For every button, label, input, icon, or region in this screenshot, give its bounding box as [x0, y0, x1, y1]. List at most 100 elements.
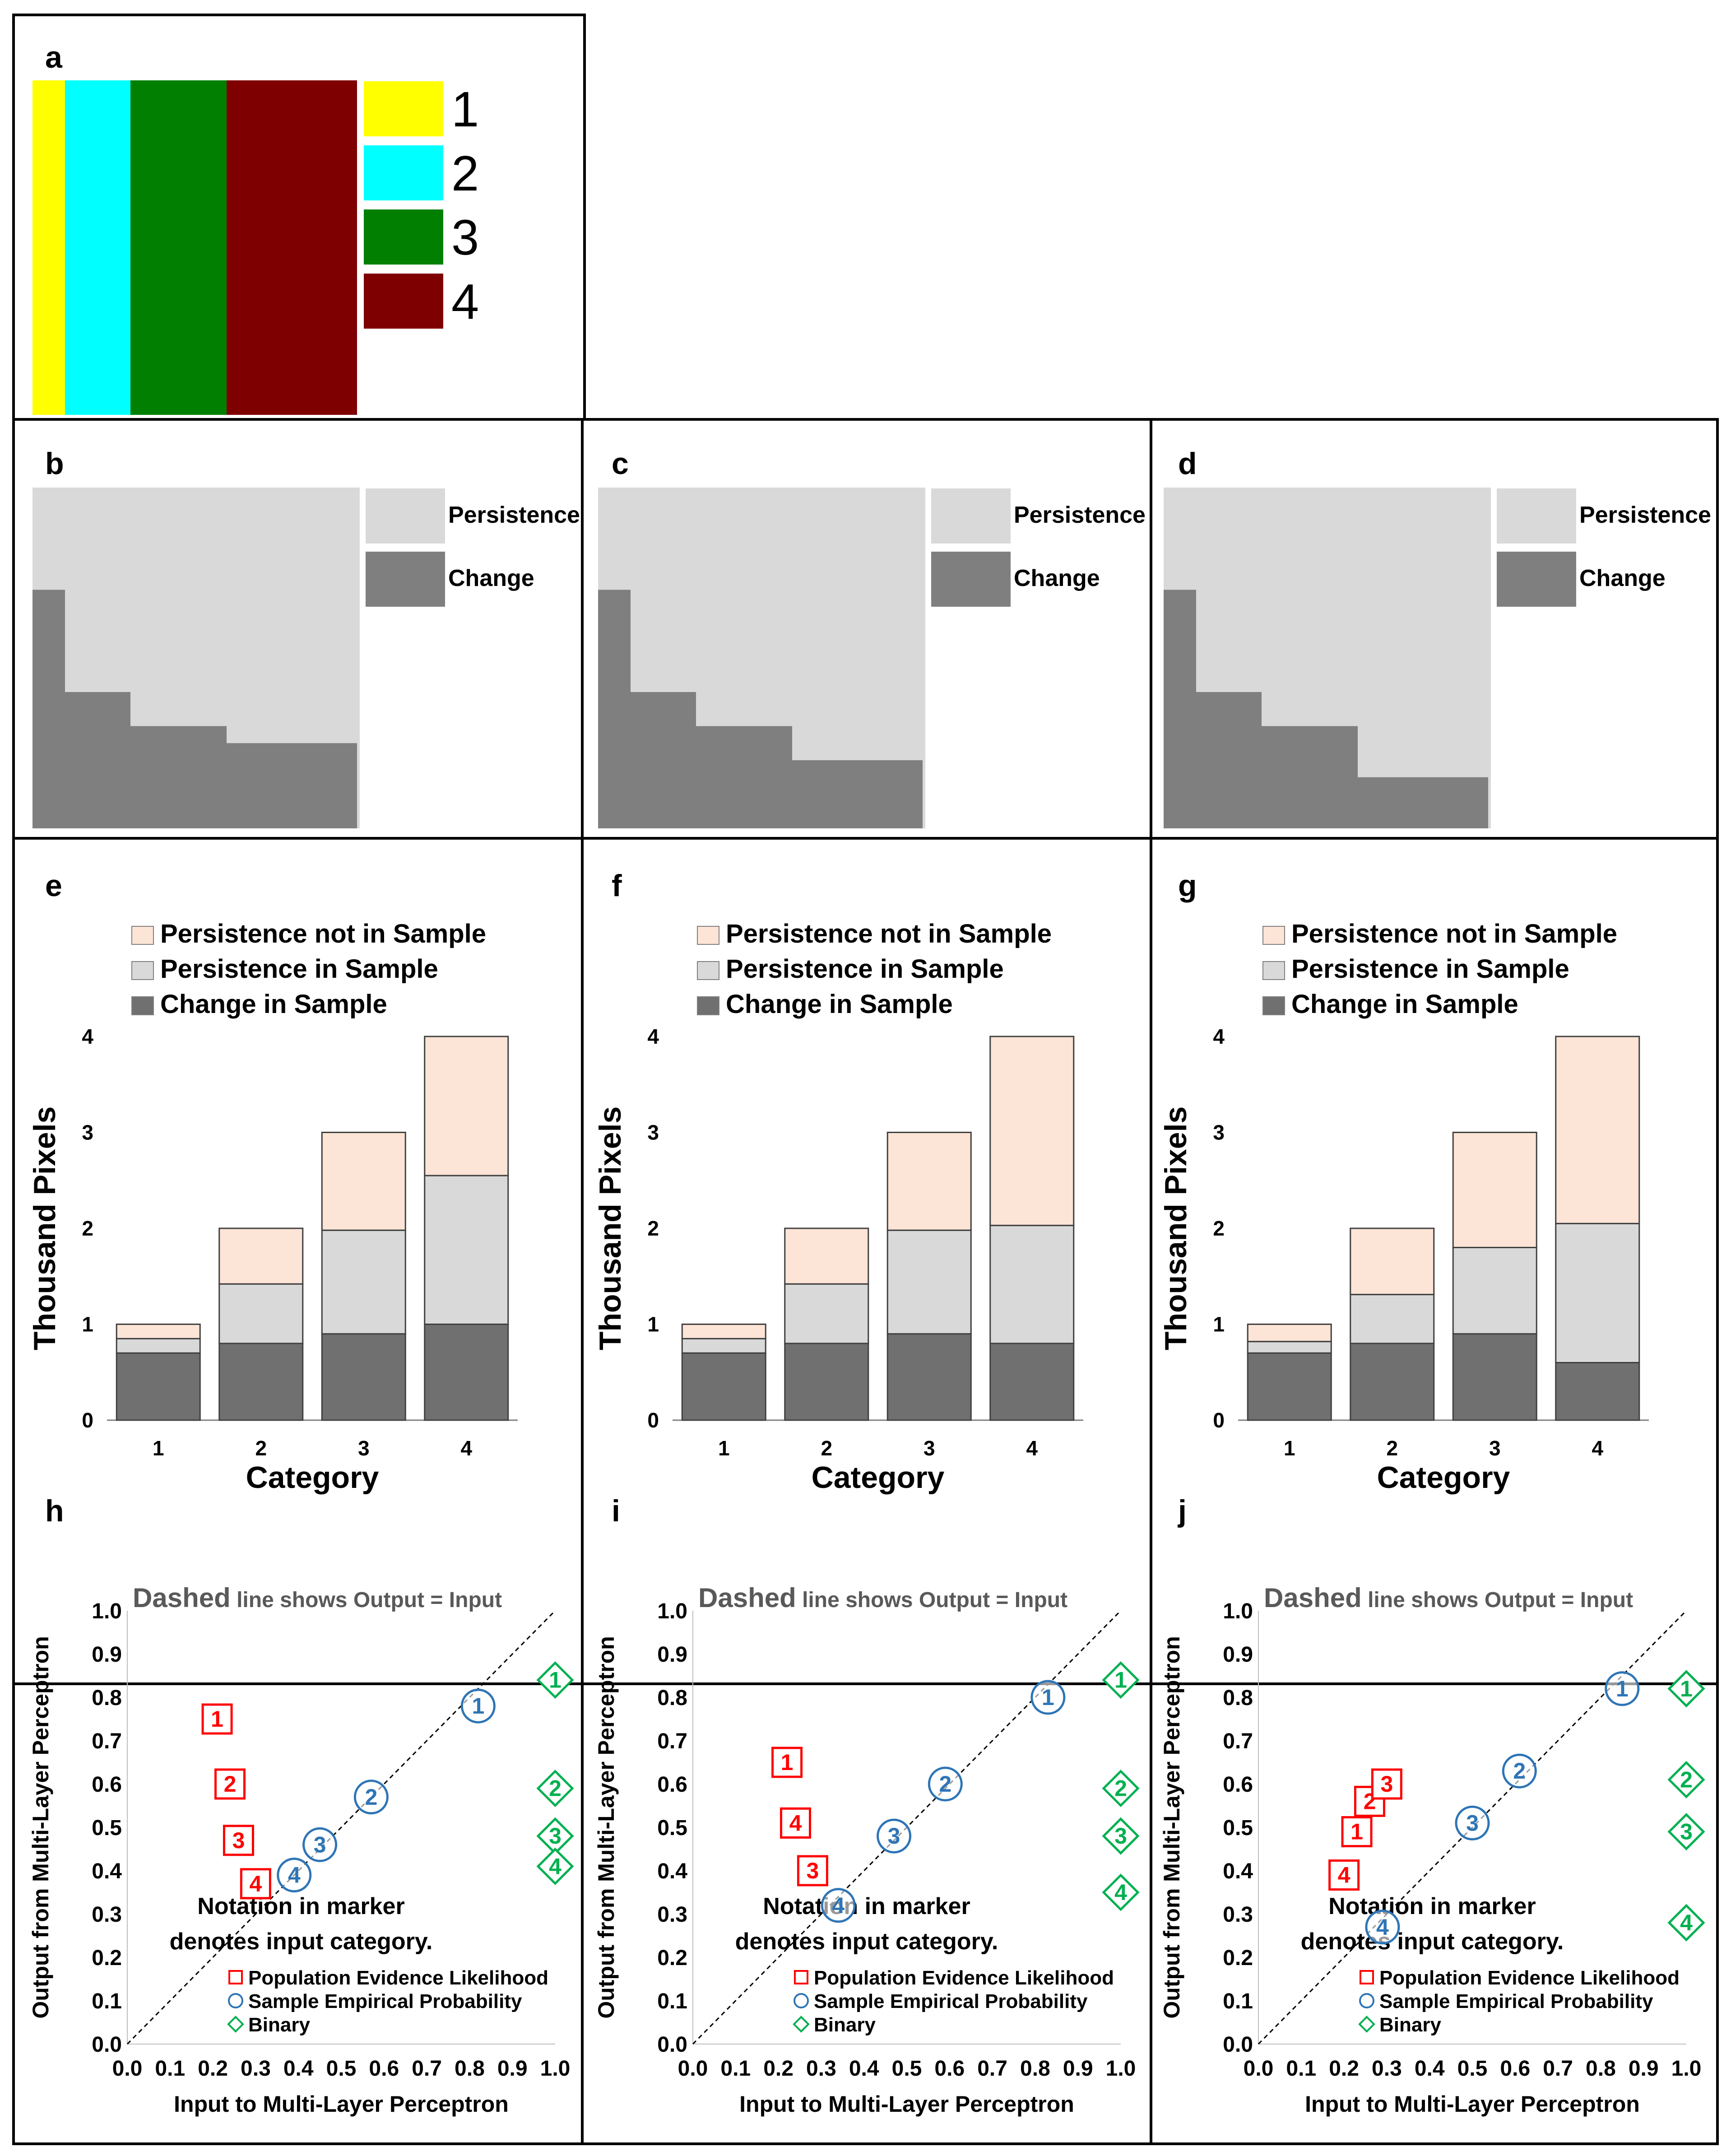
bar-segment-cat4-persistence-not-in-sample [424, 1036, 509, 1176]
map-change-category-1 [598, 590, 631, 828]
annotation-part-2: Output = Input [919, 1588, 1067, 1612]
bar-y-tick-label: 0 [1213, 1408, 1225, 1432]
bar-y-tick-label: 3 [82, 1121, 93, 1144]
sep-point-2 [928, 1766, 963, 1802]
scatter-x-tick-label: 0.9 [1629, 2057, 1659, 2081]
point-label: 3 [888, 1823, 900, 1849]
binary-point-4 [536, 1847, 574, 1885]
bar-legend-label: Persistence in Sample [1291, 954, 1569, 984]
bar-legend-label: Persistence not in Sample [160, 919, 486, 948]
scatter-x-tick-label: 0.2 [1329, 2057, 1359, 2081]
legend-persistence-label: Persistence [1579, 502, 1711, 528]
legend-pel-marker [1360, 1970, 1374, 1984]
dashed-line-annotation: Dashed line shows Output = Input [698, 1583, 1067, 1613]
annotation-part-1: line shows [796, 1588, 919, 1612]
scatter-x-tick-label: 0.8 [1586, 2057, 1616, 2081]
scatter-x-tick-label: 0.2 [198, 2057, 228, 2081]
bar-x-tick-label: 2 [821, 1436, 832, 1460]
marker-notation-note: Notation in marker [763, 1893, 970, 1919]
scatter-x-tick-label: 0.2 [763, 2057, 794, 2081]
dashed-line-annotation: Dashed line shows Output = Input [133, 1583, 502, 1613]
bar-segment-cat4-change-in-sample [1555, 1362, 1640, 1421]
pel-point-2 [214, 1768, 246, 1800]
scatter-y-tick-label: 0.5 [92, 1816, 122, 1840]
bar-legend-swatch [697, 961, 719, 980]
pel-point-4 [780, 1807, 812, 1839]
scatter-x-tick-label: 1.0 [1671, 2057, 1702, 2081]
scatter-y-tick-label: 0.0 [1223, 2033, 1253, 2057]
pel-point-3 [797, 1855, 828, 1886]
binary-point-2 [536, 1770, 574, 1808]
scatter-y-tick-label: 0.7 [1223, 1729, 1253, 1753]
scatter-legend-label: Population Evidence Likelihood [248, 1967, 548, 1989]
scatter-y-tick-label: 0.0 [657, 2033, 687, 2057]
bar-legend-swatch [697, 926, 719, 945]
point-label: 4 [1376, 1914, 1389, 1940]
bar-y-tick-label: 4 [1213, 1025, 1225, 1048]
panel-letter-c: c [612, 446, 629, 481]
annotation-part-0: Dashed [133, 1583, 231, 1613]
category-3-swatch [364, 209, 443, 265]
bar-y-tick-label: 2 [1213, 1217, 1225, 1240]
bar-segment-cat1-change-in-sample [116, 1352, 201, 1421]
scatter-x-tick-label: 0.9 [497, 2057, 528, 2081]
bar-legend-swatch [131, 996, 154, 1015]
map-change-category-3 [696, 726, 792, 828]
scatter-y-tick-label: 0.3 [1223, 1903, 1253, 1927]
bar-segment-cat4-persistence-in-sample [1555, 1222, 1640, 1363]
map-change-category-2 [631, 692, 696, 828]
binary-point-1 [1667, 1670, 1705, 1708]
panel-letter-d: d [1178, 446, 1197, 481]
scatter-x-tick-label: 0.1 [720, 2057, 751, 2081]
point-label: 3 [549, 1823, 562, 1849]
marker-notation-note: Notation in marker [1328, 1893, 1536, 1919]
binary-point-1 [1102, 1661, 1140, 1699]
scatter-y-tick-label: 0.8 [657, 1686, 687, 1710]
scatter-y-tick-label: 0.9 [657, 1643, 687, 1667]
bar-segment-cat4-persistence-not-in-sample [1555, 1036, 1640, 1224]
annotation-part-0: Dashed [698, 1583, 796, 1613]
scatter-y-tick-label: 0.4 [1223, 1859, 1253, 1883]
category-2-swatch [364, 145, 443, 200]
bar-legend-label: Persistence not in Sample [726, 919, 1052, 948]
legend-persistence-label: Persistence [1014, 502, 1146, 528]
scatter-y-tick-label: 0.1 [92, 1989, 122, 2013]
point-label: 3 [1114, 1823, 1127, 1849]
point-label: 4 [549, 1854, 562, 1879]
point-label: 3 [1466, 1810, 1479, 1835]
scatter-y-tick-label: 1.0 [1223, 1599, 1253, 1623]
map-change-category-1 [32, 590, 65, 828]
point-label: 2 [939, 1771, 951, 1797]
bar-x-tick-label: 4 [1026, 1436, 1038, 1460]
scatter-y-tick-label: 0.7 [657, 1729, 687, 1753]
pel-point-3 [1371, 1768, 1402, 1800]
bar-legend-label: Change in Sample [726, 990, 953, 1019]
legend-change-swatch [931, 552, 1011, 607]
category-2-stripe [65, 80, 130, 415]
category-4-swatch [364, 274, 443, 329]
marker-notation-note: Notation in marker [197, 1893, 404, 1919]
scatter-legend-label: Sample Empirical Probability [814, 1990, 1088, 2012]
bar-segment-cat3-persistence-not-in-sample [1452, 1132, 1537, 1248]
bar-x-tick-label: 1 [1284, 1436, 1295, 1460]
marker-notation-note: denotes input category. [170, 1928, 433, 1955]
point-label: 1 [1680, 1676, 1693, 1701]
legend-change-label: Change [1579, 565, 1666, 591]
point-label: 1 [472, 1693, 484, 1719]
scatter-y-tick-label: 0.6 [1223, 1773, 1253, 1797]
bar-segment-cat4-change-in-sample [989, 1343, 1075, 1421]
bar-y-tick-label: 1 [82, 1313, 93, 1336]
scatter-x-tick-label: 0.3 [241, 2057, 271, 2081]
point-label: 4 [832, 1893, 845, 1918]
bar-segment-cat1-change-in-sample [681, 1352, 766, 1421]
point-label: 2 [1680, 1767, 1693, 1792]
sep-point-4 [277, 1858, 312, 1893]
scatter-y-axis-title: Output from Multi-Layer Perceptron [1159, 1636, 1184, 2018]
category-3-stripe [130, 80, 227, 415]
map-change-category-4 [227, 743, 357, 828]
sep-point-1 [460, 1688, 496, 1724]
panel-letter-f: f [612, 869, 622, 903]
panel-letter-b: b [45, 446, 64, 481]
bar-x-tick-label: 1 [718, 1436, 730, 1460]
scatter-x-tick-label: 0.6 [934, 2057, 965, 2081]
